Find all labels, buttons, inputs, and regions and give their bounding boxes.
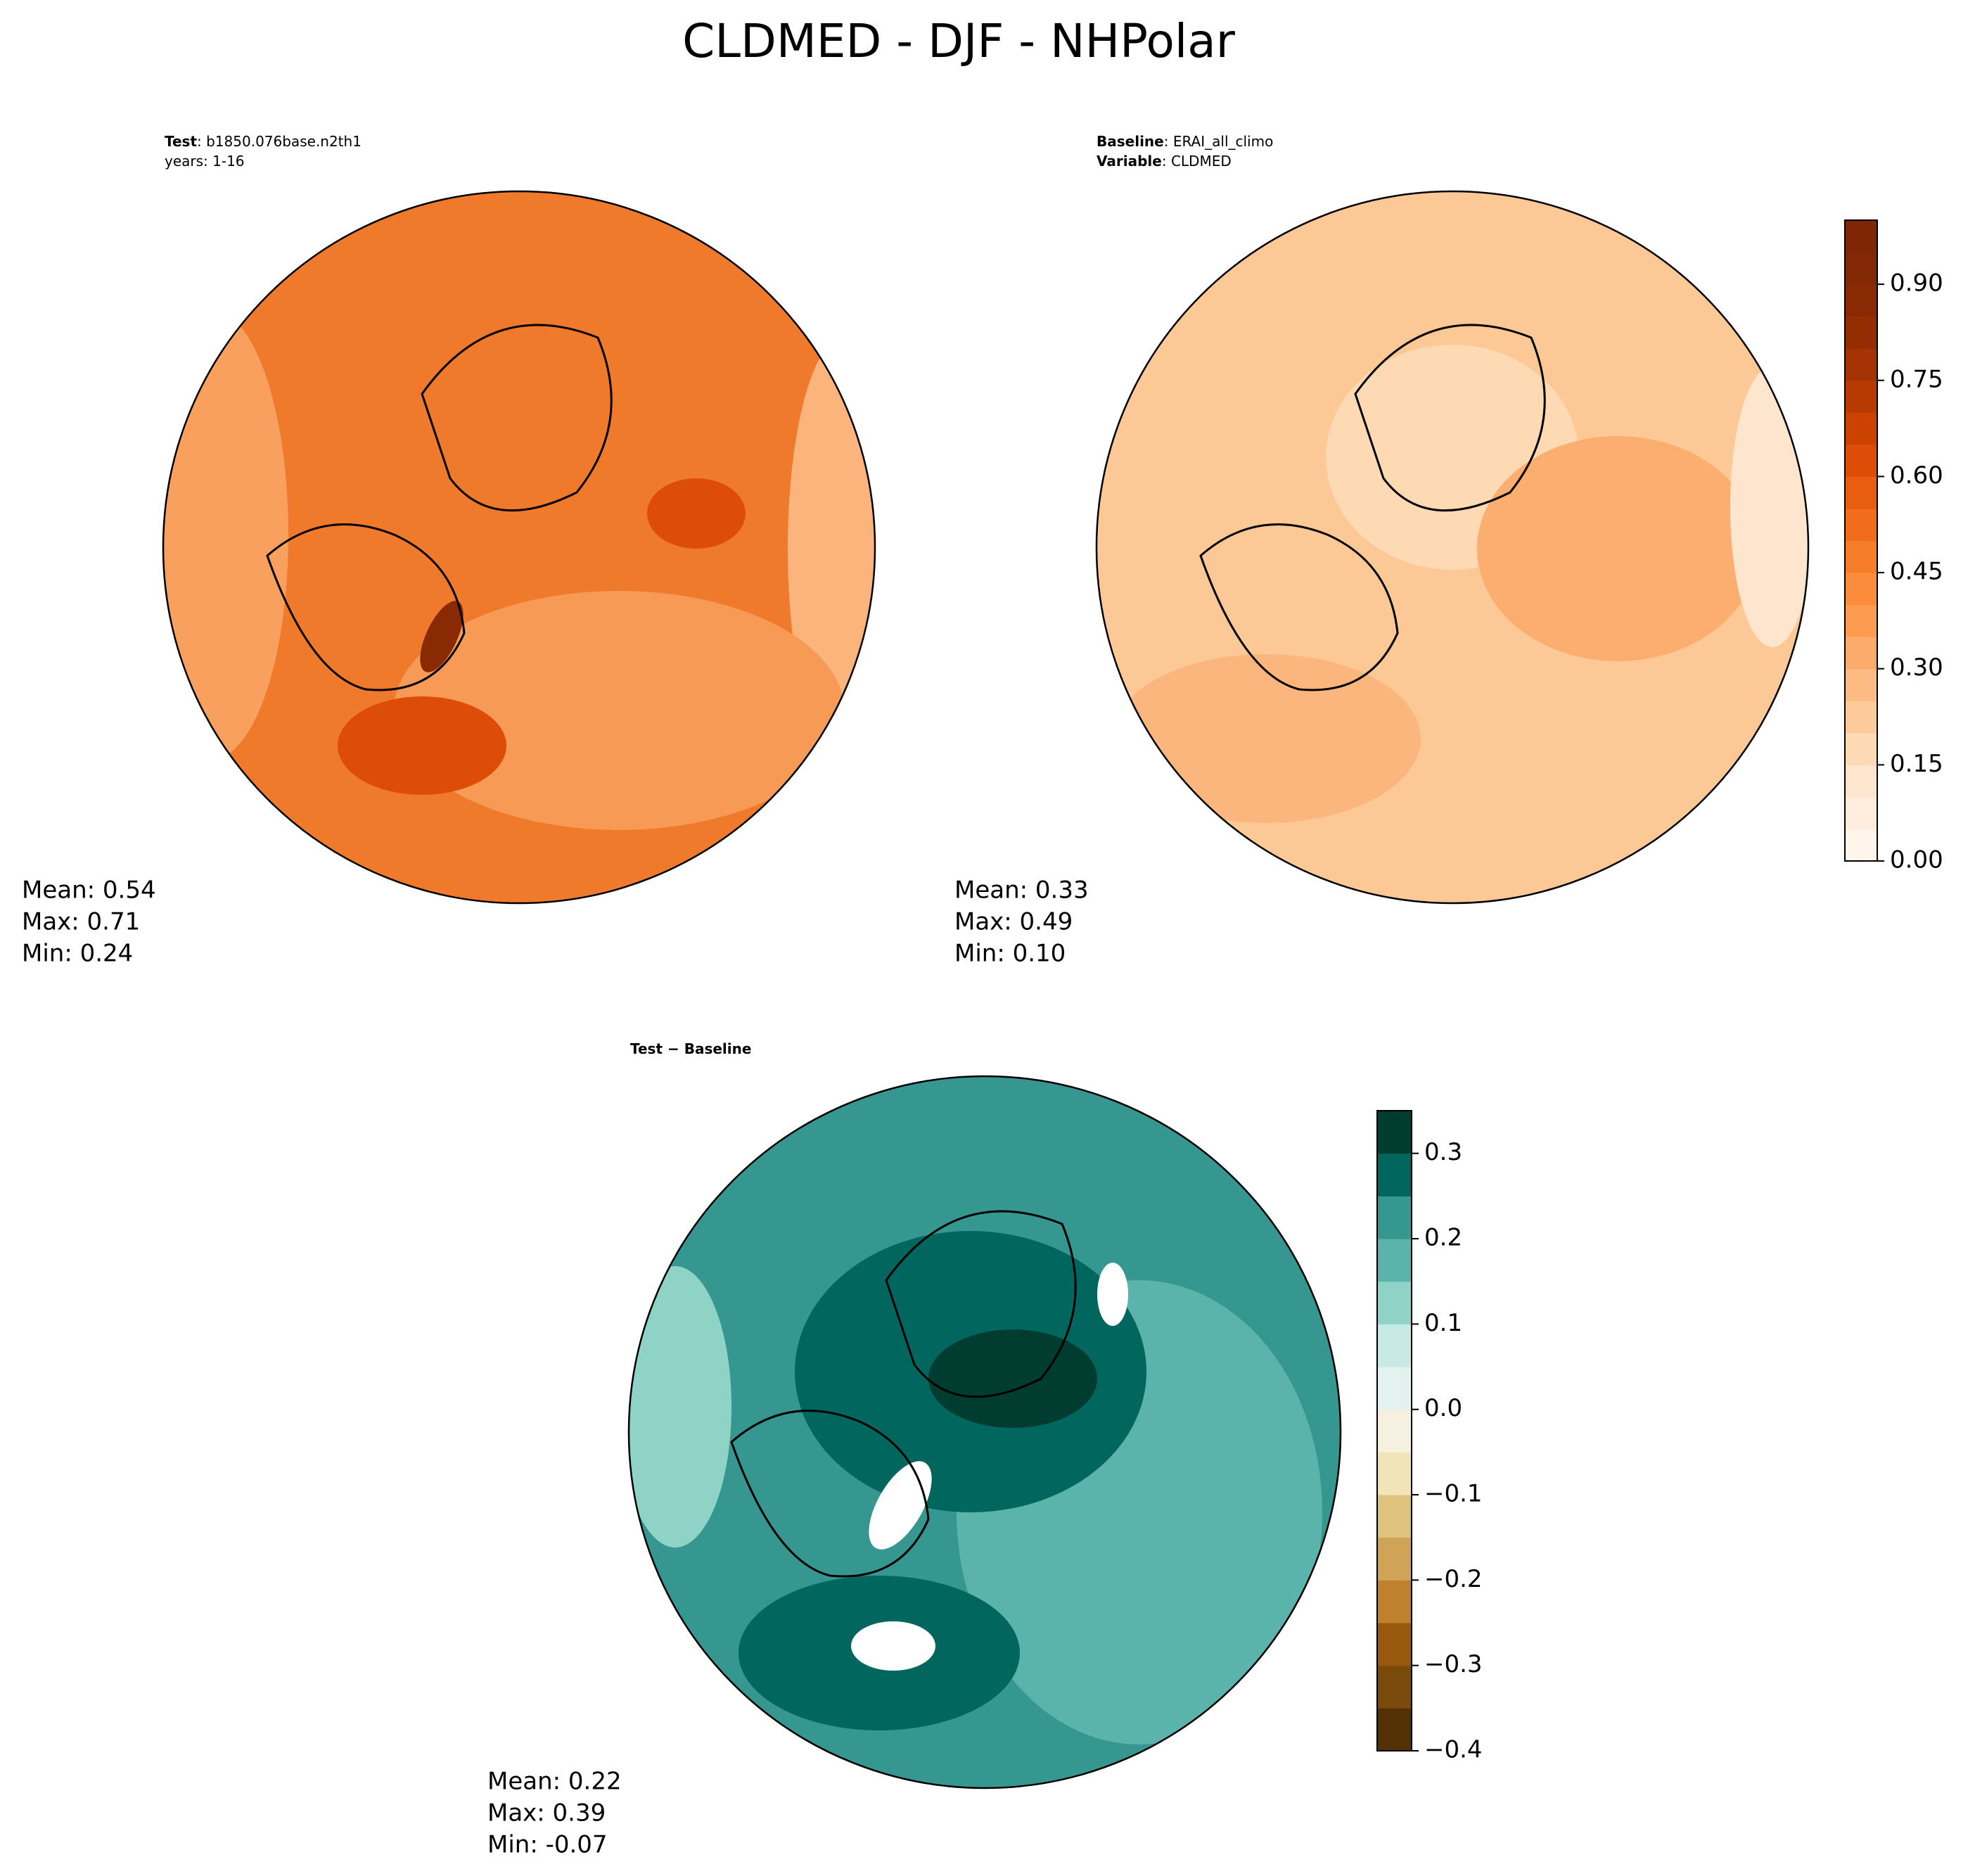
colorbar-band xyxy=(1377,1580,1412,1623)
colorbar-tick-label: 0.3 xyxy=(1424,1138,1462,1166)
stat-line: Mean: 0.54 xyxy=(22,876,156,905)
colorbar-tick-label: −0.2 xyxy=(1424,1565,1483,1593)
colorbar-band xyxy=(1845,284,1877,317)
map-test xyxy=(163,191,875,903)
colorbar-band xyxy=(1845,444,1877,477)
stat-line: Max: 0.49 xyxy=(954,908,1073,936)
header-key: Baseline xyxy=(1097,133,1164,150)
colorbar-band xyxy=(1845,796,1877,829)
colorbar-band xyxy=(1377,1409,1412,1453)
panel-header: Baseline: ERAI_all_climo xyxy=(1097,133,1273,150)
header-text: : ERAI_all_climo xyxy=(1164,133,1274,150)
colorbar-band xyxy=(1377,1111,1412,1154)
stat-line: Mean: 0.22 xyxy=(487,1768,622,1796)
colorbar-band xyxy=(1845,637,1877,670)
colorbar-tick-label: 0.1 xyxy=(1424,1309,1462,1337)
panel-header: Variable: CLDMED xyxy=(1097,153,1232,170)
colorbar-band xyxy=(1377,1196,1412,1239)
stat-line: Min: -0.07 xyxy=(487,1831,608,1859)
colorbar-tick-label: −0.1 xyxy=(1424,1480,1483,1508)
map-border xyxy=(627,1075,1342,1789)
colorbar-band xyxy=(1845,508,1877,541)
colorbar-band xyxy=(1377,1239,1412,1282)
stat-line: Min: 0.10 xyxy=(954,940,1066,968)
colorbar-band xyxy=(1377,1367,1412,1410)
colorbar-band xyxy=(1377,1665,1412,1709)
colorbar-band xyxy=(1377,1281,1412,1325)
map-border xyxy=(1095,190,1810,905)
header-key: Variable xyxy=(1097,153,1162,170)
colorbar-tick-label: 0.0 xyxy=(1424,1394,1462,1422)
colorbar-tick-label: 0.75 xyxy=(1890,365,1943,393)
header-text: : CLDMED xyxy=(1162,153,1232,170)
stat-line: Min: 0.24 xyxy=(22,940,133,968)
colorbar-band xyxy=(1377,1324,1412,1367)
header-text: : b1850.076base.n2th1 xyxy=(197,133,362,150)
figure-title: CLDMED - DJF - NHPolar xyxy=(682,14,1236,68)
colorbar-band xyxy=(1845,220,1877,253)
colorbar-band xyxy=(1845,765,1877,798)
colorbar-band xyxy=(1845,573,1877,606)
colorbar-band xyxy=(1845,668,1877,701)
colorbar-band xyxy=(1845,380,1877,413)
panel-header: Test − Baseline xyxy=(630,1040,751,1057)
colorbar-frame xyxy=(1844,219,1878,862)
colorbar-band xyxy=(1377,1153,1412,1197)
colorbar-band xyxy=(1377,1495,1412,1538)
colorbar-tick-label: 0.90 xyxy=(1890,269,1943,298)
colorbar-band xyxy=(1845,252,1877,285)
colorbar-band xyxy=(1845,348,1877,381)
colorbar-tick-label: −0.3 xyxy=(1424,1650,1483,1678)
stat-line: Max: 0.71 xyxy=(22,908,140,936)
colorbar-tick-label: 0.30 xyxy=(1890,653,1943,682)
colorbar-frame xyxy=(1376,1110,1412,1751)
colorbar-band xyxy=(1845,412,1877,445)
colorbar-band xyxy=(1845,701,1877,734)
panel-header: years: 1-16 xyxy=(165,153,245,170)
colorbar-tick-label: 0.15 xyxy=(1890,750,1943,778)
colorbar-band xyxy=(1845,316,1877,349)
header-text: years: 1-16 xyxy=(165,153,245,170)
colorbar-band xyxy=(1845,540,1877,573)
map-border xyxy=(162,190,876,905)
colorbar-tick-label: 0.00 xyxy=(1890,846,1943,874)
stat-line: Mean: 0.33 xyxy=(954,876,1089,905)
colorbar-band xyxy=(1377,1452,1412,1495)
panel-header: Test: b1850.076base.n2th1 xyxy=(165,133,362,150)
colorbar-band xyxy=(1845,829,1877,862)
colorbar-tick-label: 0.60 xyxy=(1890,461,1943,490)
colorbar-tick-label: 0.45 xyxy=(1890,558,1943,586)
header-key: Test − Baseline xyxy=(630,1040,751,1057)
colorbar-tick-label: −0.4 xyxy=(1424,1736,1483,1764)
colorbar-tick-label: 0.2 xyxy=(1424,1224,1462,1252)
map-difference xyxy=(629,1076,1341,1788)
colorbar-band xyxy=(1377,1623,1412,1666)
colorbar-band xyxy=(1377,1537,1412,1581)
colorbar-band xyxy=(1845,604,1877,637)
colorbar-band xyxy=(1845,476,1877,509)
header-key: Test xyxy=(165,133,197,150)
colorbar-band xyxy=(1845,732,1877,765)
colorbar-band xyxy=(1377,1708,1412,1751)
stat-line: Max: 0.39 xyxy=(487,1799,606,1827)
